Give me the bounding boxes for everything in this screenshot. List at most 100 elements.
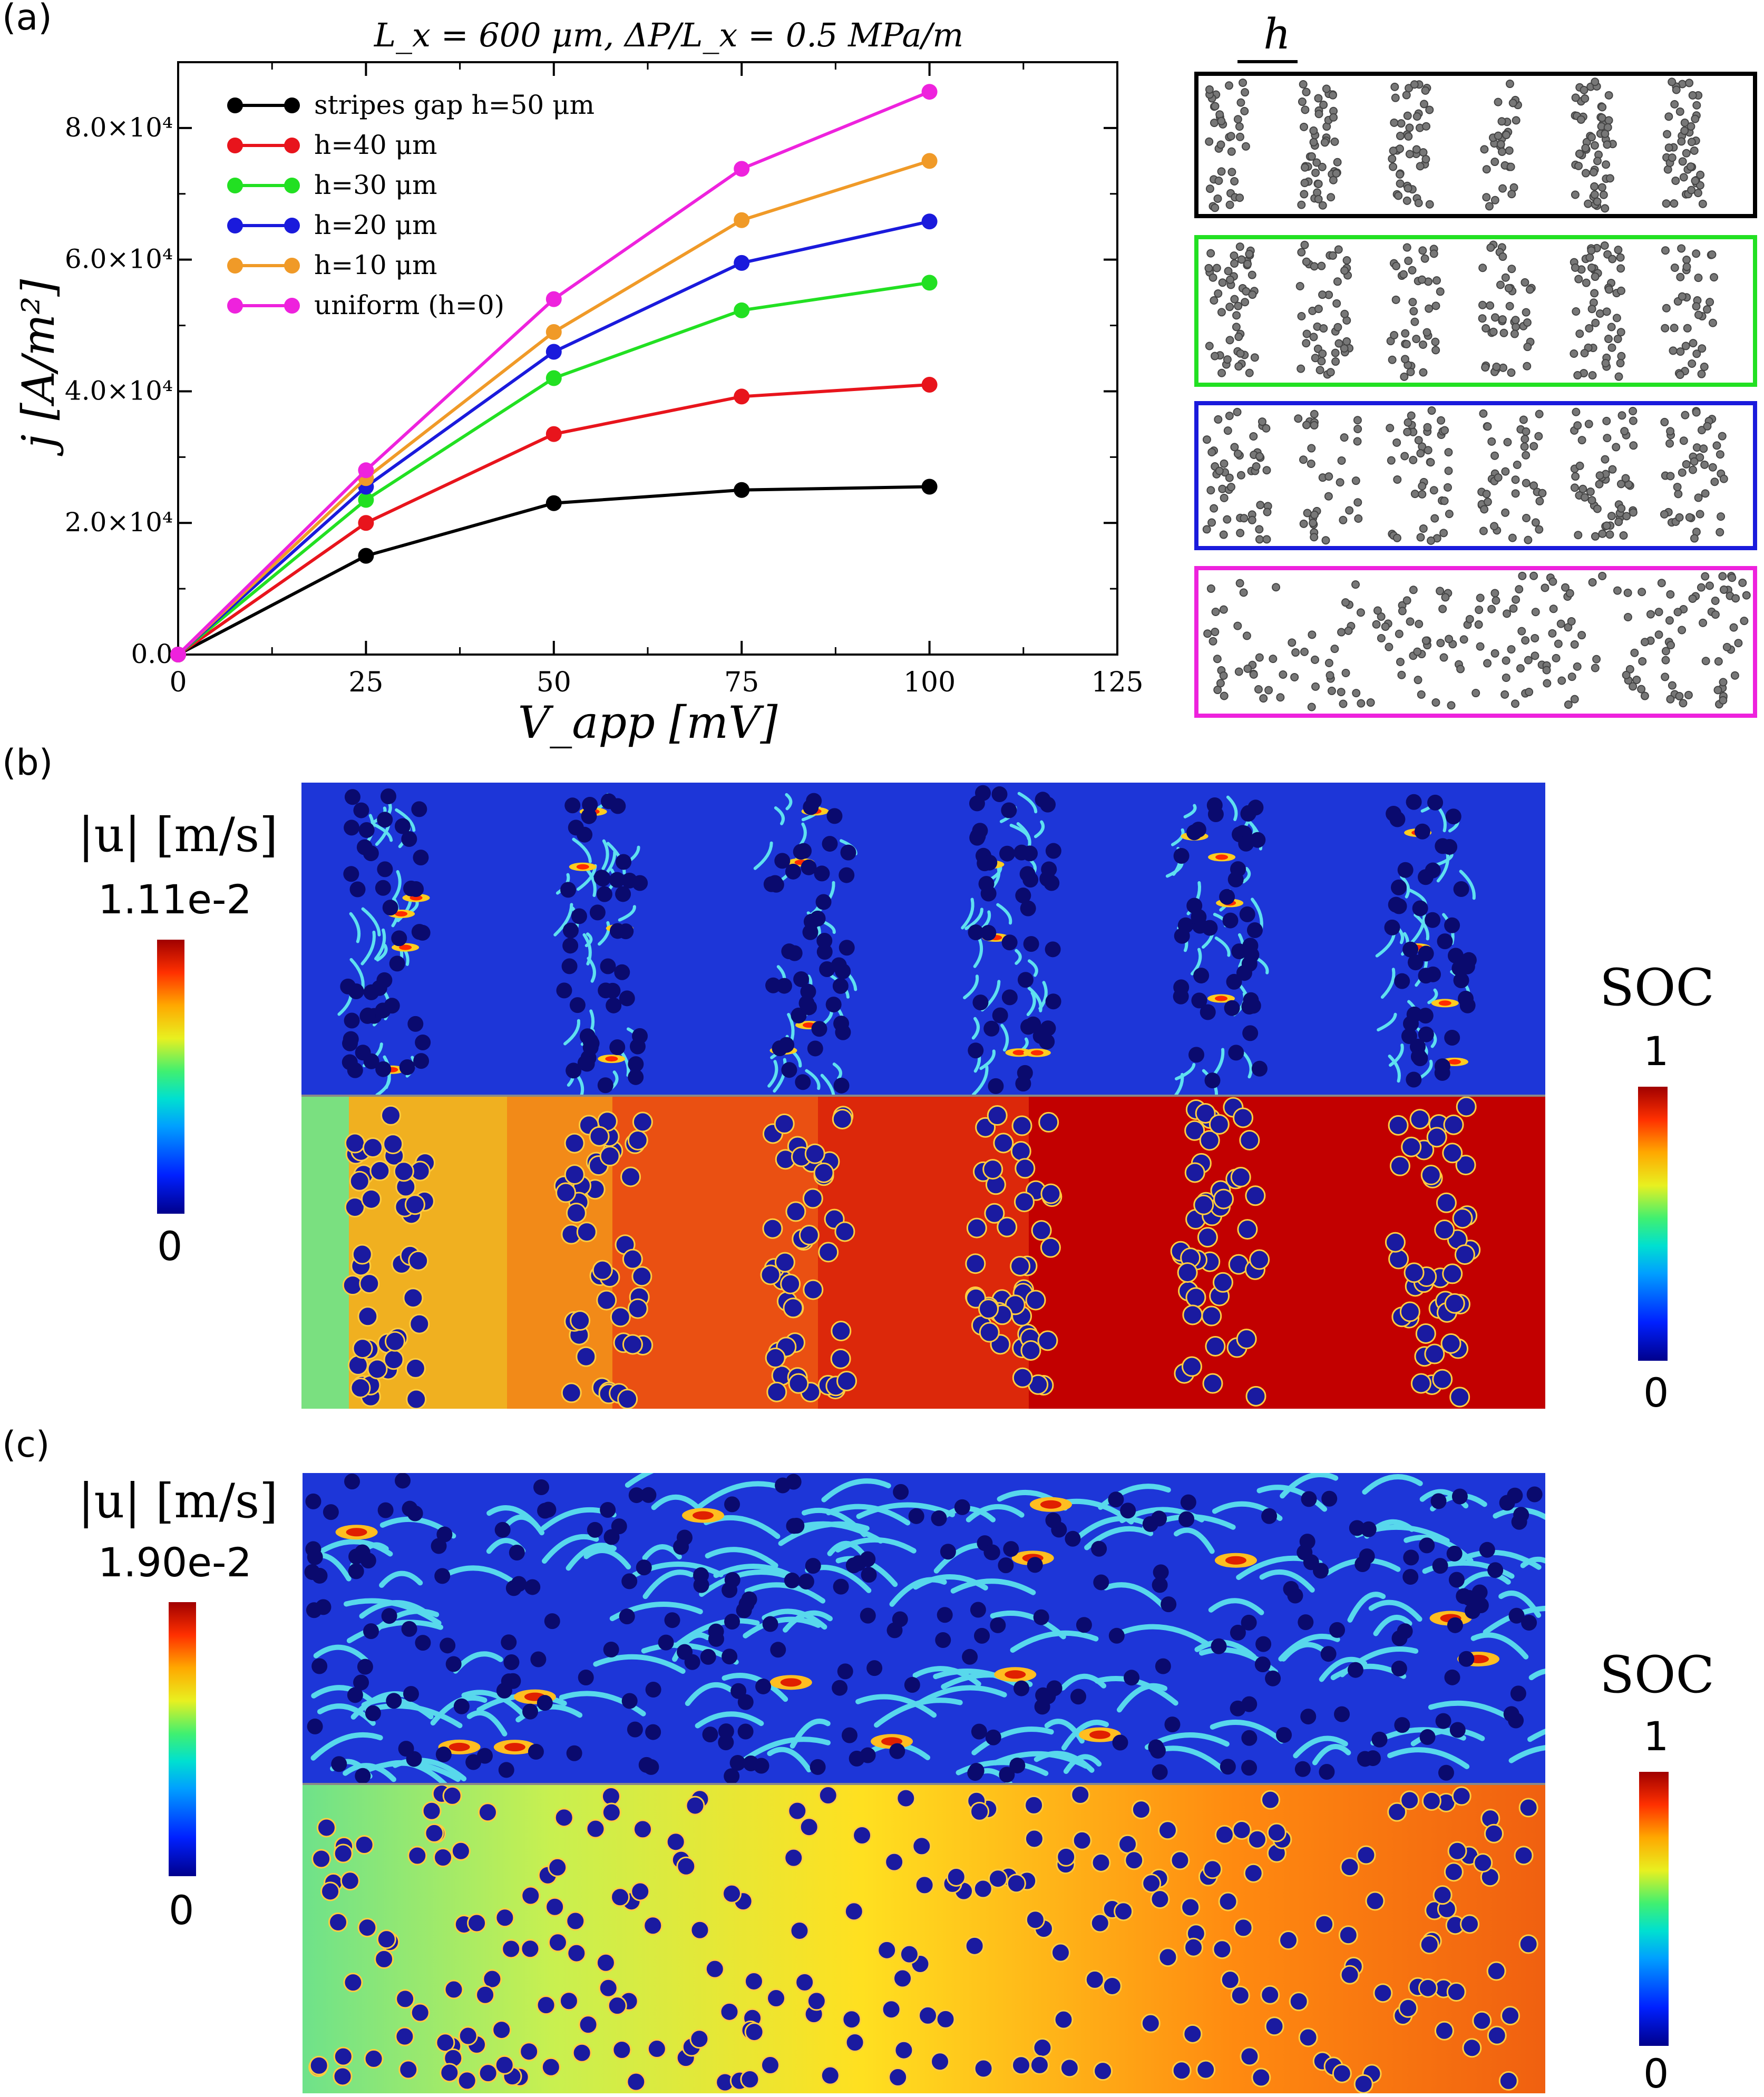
particle [601,1787,621,1807]
particle [1317,357,1326,366]
particle [632,1819,652,1839]
particle [1523,362,1532,370]
particle [1334,1706,1350,1722]
particle [1301,105,1310,114]
particle [1705,581,1714,590]
particle [1341,598,1350,607]
particle [1507,1487,1523,1504]
particle [1577,436,1586,445]
particle [1416,162,1425,171]
particle [988,1078,1004,1094]
particle [1202,435,1211,444]
particle [1564,700,1573,709]
particle [1279,670,1288,679]
particle [1607,343,1616,352]
particle [1420,100,1429,109]
particle [1195,1103,1216,1124]
particle [1310,533,1319,542]
particle [1301,1491,1317,1507]
flow-streak [1214,936,1231,957]
data-point [734,255,750,271]
particle [1334,339,1343,348]
flow-streak [310,1732,383,1761]
particle [1444,1862,1464,1882]
particle [1202,525,1211,534]
particle [1202,1373,1223,1394]
particle [1204,264,1213,272]
flow-streak [971,1727,1054,1755]
particle [718,1734,734,1751]
particle [618,923,634,940]
particle [1203,1859,1223,1879]
particle [1718,572,1727,581]
particle [1668,153,1677,162]
particle [1295,282,1304,291]
particle [832,1108,853,1129]
particle [896,1788,916,1808]
particle [451,1841,471,1861]
particle [554,1808,574,1828]
particle [1607,512,1616,521]
particle [1623,612,1632,621]
legend-label: uniform (h=0) [314,290,504,320]
particle [966,1217,987,1238]
particle [1307,703,1316,711]
particle [1337,628,1346,637]
particle [1418,275,1427,284]
particle [475,1985,495,2005]
particle [501,1939,521,1959]
particle [393,1161,414,1182]
particle [1577,631,1586,640]
particle [403,1686,419,1702]
particle [972,994,989,1011]
particle [980,925,997,941]
particle [1638,657,1647,666]
particle [577,1055,593,1071]
particle [861,1567,877,1583]
flow-hotspot-core [1005,1670,1026,1679]
particle [983,1020,1000,1037]
particle [555,1182,577,1203]
particle [1236,98,1245,107]
particle [770,1642,786,1658]
particle [1441,593,1450,602]
particle [1254,685,1263,694]
particle [1687,186,1696,194]
particle [1608,255,1617,264]
particle [1398,1998,1418,2018]
particle [1523,343,1532,352]
particle [914,1875,934,1895]
particle [1006,1874,1026,1894]
particle [1421,86,1430,95]
particle [1255,535,1264,544]
particle [1460,952,1477,968]
particle [501,1673,517,1690]
particle [1688,359,1697,368]
particle [536,1995,556,2015]
particle [380,788,396,804]
particle [350,1378,371,1399]
particle [1180,1494,1196,1510]
particle [1251,1060,1268,1077]
particle [1209,1114,1230,1135]
particle [788,1517,805,1534]
particle [977,855,993,872]
particle [1429,249,1438,258]
particle [1719,585,1728,594]
flow-streak [360,930,376,965]
particle [1602,307,1611,316]
particle [999,1767,1015,1783]
particle [1591,318,1600,327]
particle [1442,1263,1463,1284]
particle [376,1929,396,1949]
c-soc-field [303,1784,1545,2093]
particle [1241,955,1258,972]
particle [1045,993,1061,1010]
particle [1193,1194,1214,1215]
soc-band [301,1096,349,1409]
particle [1443,483,1452,492]
particle [1118,1834,1138,1854]
particle [1217,308,1226,317]
particle [1065,1530,1081,1547]
particle [1623,588,1632,597]
